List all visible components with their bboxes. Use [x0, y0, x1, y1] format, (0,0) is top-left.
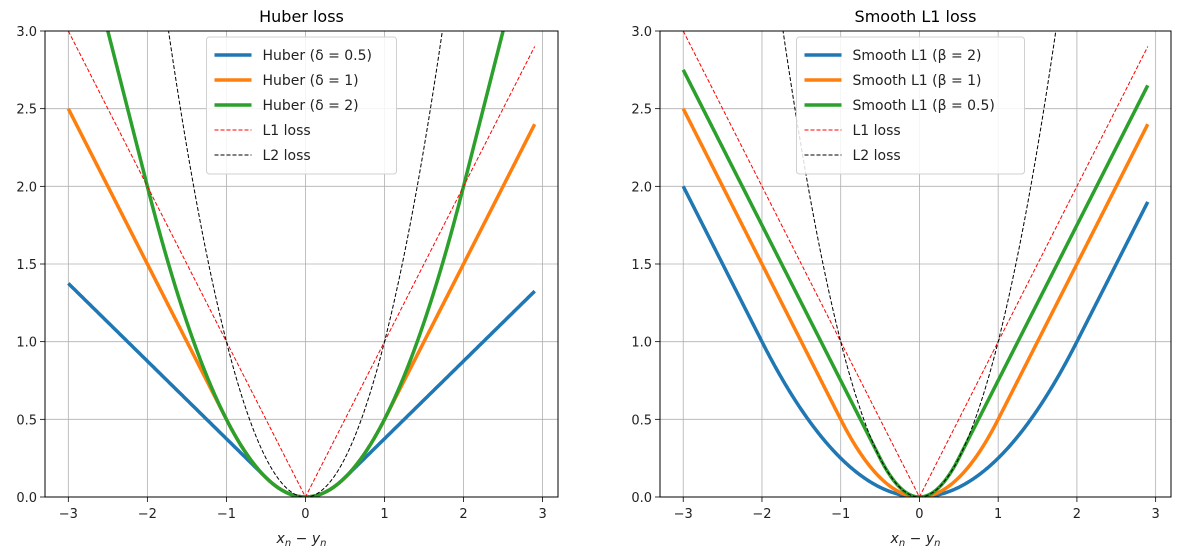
x-tick-label: 1: [994, 507, 1002, 522]
xlabel-b: y: [311, 531, 321, 547]
y-tick-label: 1.0: [631, 336, 652, 351]
x-tick-label: −1: [831, 507, 850, 522]
xlabel-a-sub: n: [285, 538, 291, 549]
y-tick-label: 0.5: [631, 413, 652, 428]
x-tick-label: 2: [1073, 507, 1081, 522]
legend-label-1: Smooth L1 (β = 2): [853, 48, 982, 64]
x-tick-label: −1: [217, 507, 236, 522]
y-tick-label: 1.0: [16, 336, 37, 351]
y-tick-label: 3.0: [631, 25, 652, 40]
y-tick-label: 1.5: [16, 258, 37, 273]
chart-1: −3 −2 −1 0 1 2 3 0.0 0.5 1.0 1.5 2.0 2.5 3.0 Huber los…: [16, 7, 559, 549]
legend: Smooth L1 (β = 2) Smooth L1 (β = 1) Smooth…: [796, 36, 1025, 175]
y-tick-label: 2.0: [16, 180, 37, 195]
y-tick-label: 2.5: [631, 103, 652, 118]
legend-box: [796, 36, 1025, 175]
xlabel-op: −: [291, 531, 312, 547]
x-tick-label: 0: [915, 507, 923, 522]
chart-title: Huber loss: [259, 7, 344, 26]
x-tick-label: −3: [674, 507, 693, 522]
x-tick-label: −2: [138, 507, 157, 522]
y-tick-label: 3.0: [16, 25, 37, 40]
x-tick-label: 2: [459, 507, 467, 522]
y-tick-label: 0.0: [631, 491, 652, 506]
legend-label-3: Huber (δ = 2): [263, 98, 359, 114]
x-axis-label: xn − yn: [890, 531, 941, 549]
x-tick-label: 0: [301, 507, 309, 522]
legend-label-1: Huber (δ = 0.5): [263, 48, 373, 64]
axes-frame: [659, 30, 1172, 498]
x-tick-label: 1: [380, 507, 388, 522]
y-tick-label: 0.5: [16, 413, 37, 428]
y-tick-label: 2.0: [631, 180, 652, 195]
xlabel-b-sub: n: [320, 538, 326, 549]
xlabel-b: y: [925, 531, 935, 547]
series-line-4: [67, 31, 536, 497]
y-tick-label: 0.0: [16, 491, 37, 506]
x-tick-label: 3: [538, 507, 546, 522]
x-tick-label: 3: [1152, 507, 1160, 522]
xlabel-a-sub: n: [899, 538, 905, 549]
x-tick-label: −3: [59, 507, 78, 522]
x-axis-label: xn − yn: [276, 531, 327, 549]
legend-label-3: Smooth L1 (β = 0.5): [853, 98, 995, 114]
series-line-4: [682, 31, 1149, 497]
legend-label-4: L1 loss: [263, 123, 311, 139]
xlabel-op: −: [905, 531, 926, 547]
chart-title: Smooth L1 loss: [855, 7, 977, 26]
legend-label-5: L2 loss: [263, 148, 311, 164]
xlabel-a: x: [276, 531, 286, 547]
series-line-1: [67, 282, 536, 497]
chart-2: −3 −2 −1 0 1 2 3 0.0 0.5 1.0 1.5 2.0 2.5 3.0 Smooth L1…: [631, 7, 1172, 549]
legend-box: [206, 36, 397, 175]
legend-label-2: Smooth L1 (β = 1): [853, 73, 982, 89]
y-tick-label: 2.5: [16, 103, 37, 118]
legend-label-5: L2 loss: [853, 148, 901, 164]
axes-frame: [44, 30, 559, 498]
x-tick-label: −2: [752, 507, 771, 522]
y-tick-label: 1.5: [631, 258, 652, 273]
legend-label-2: Huber (δ = 1): [263, 73, 359, 89]
xlabel-a: x: [890, 531, 900, 547]
legend-label-4: L1 loss: [853, 123, 901, 139]
legend: Huber (δ = 0.5) Huber (δ = 1) Huber (δ = 2…: [206, 36, 397, 175]
xlabel-b-sub: n: [934, 538, 940, 549]
